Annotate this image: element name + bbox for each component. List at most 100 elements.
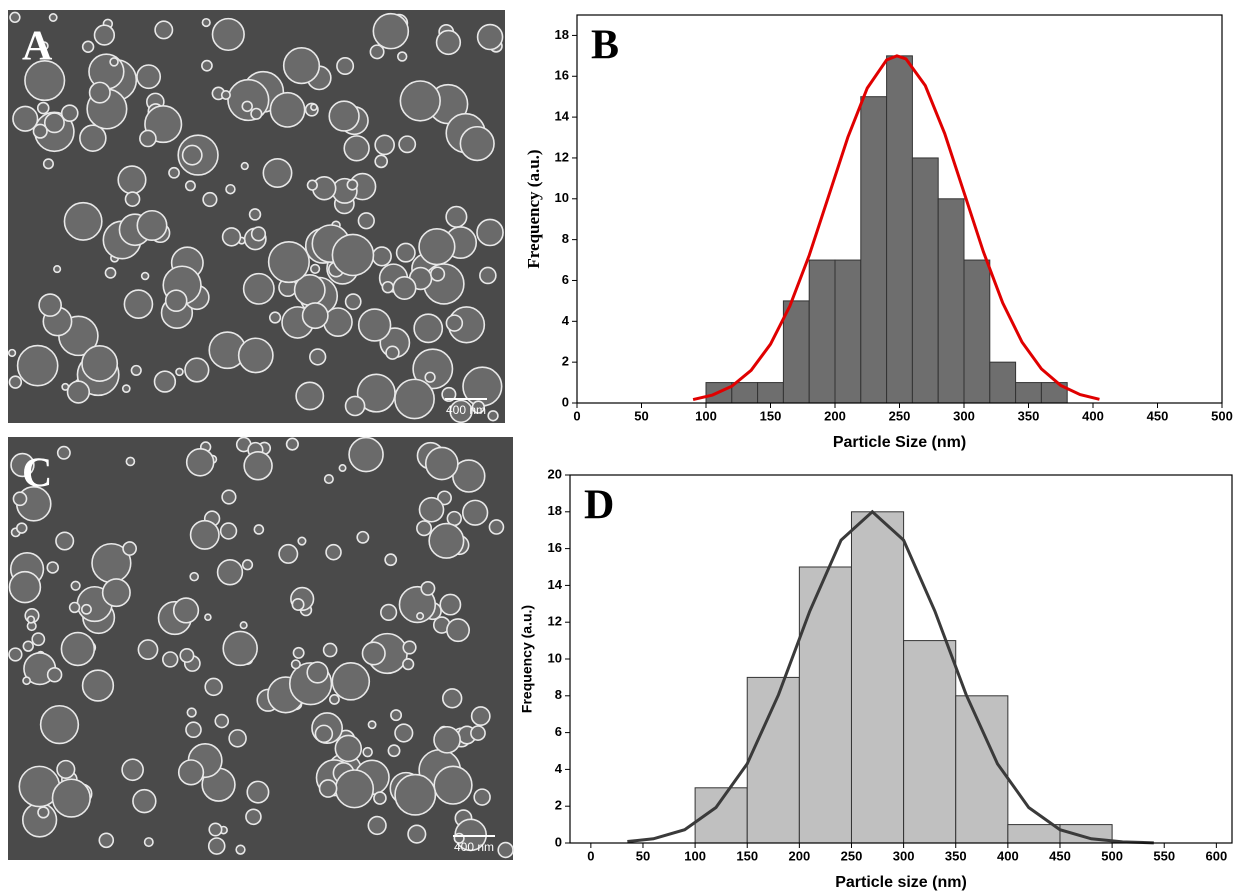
particle — [219, 522, 238, 540]
particle — [416, 520, 433, 537]
particle — [241, 559, 254, 571]
particle — [56, 759, 76, 779]
particle — [459, 125, 495, 162]
x-tick-label: 150 — [736, 848, 758, 863]
particle — [245, 808, 262, 826]
particle — [48, 13, 58, 22]
y-tick-label: 0 — [555, 834, 562, 849]
y-axis-title: Frequency (a.u.) — [524, 149, 543, 268]
particle — [10, 452, 35, 478]
particle — [418, 496, 445, 523]
particle — [334, 769, 375, 809]
particle — [43, 112, 65, 134]
particle — [323, 473, 334, 485]
particle — [46, 666, 63, 683]
particle — [204, 677, 223, 697]
x-tick-label: 250 — [889, 408, 911, 423]
particle — [136, 209, 168, 241]
particle — [175, 367, 184, 377]
y-tick-label: 12 — [555, 149, 569, 164]
bar — [808, 259, 836, 404]
particle — [435, 29, 462, 56]
particle — [446, 618, 471, 643]
particle — [189, 519, 220, 550]
particle — [16, 344, 59, 387]
x-tick-label: 50 — [634, 408, 648, 423]
particle — [22, 676, 32, 686]
particle — [318, 779, 338, 798]
x-tick-label: 500 — [1101, 848, 1123, 863]
x-tick-label: 400 — [1082, 408, 1104, 423]
bar — [886, 55, 913, 404]
x-tick-label: 100 — [695, 408, 717, 423]
particle — [488, 519, 505, 535]
particle — [346, 178, 359, 191]
particle — [269, 91, 306, 128]
particle — [250, 107, 263, 120]
y-tick-label: 18 — [548, 503, 562, 518]
particle — [186, 707, 197, 718]
x-tick-label: 500 — [1211, 408, 1233, 423]
particle — [79, 124, 107, 152]
particle — [81, 345, 119, 382]
y-tick-label: 18 — [555, 27, 569, 42]
bar — [850, 511, 905, 844]
x-tick-label: 50 — [636, 848, 650, 863]
particle — [211, 17, 245, 52]
particle — [181, 144, 203, 166]
particle — [243, 451, 273, 481]
particle — [301, 302, 329, 330]
particle — [51, 778, 91, 818]
particle — [221, 489, 237, 505]
x-tick-label: 0 — [573, 408, 580, 423]
particle — [68, 601, 81, 614]
particle — [227, 78, 270, 122]
y-tick-label: 16 — [548, 540, 562, 555]
particle — [225, 183, 236, 195]
particle — [322, 642, 338, 658]
particle — [374, 154, 389, 169]
particle — [357, 212, 375, 230]
particle — [139, 129, 157, 148]
bar — [1007, 824, 1061, 844]
particle — [172, 597, 200, 624]
particle — [309, 348, 327, 366]
particle — [214, 713, 230, 729]
bar — [834, 259, 862, 404]
x-axis-title: Particle Size (nm) — [833, 434, 966, 451]
particle — [184, 357, 210, 383]
particle — [385, 345, 400, 360]
particle — [117, 165, 147, 195]
particle — [202, 191, 218, 208]
particle — [479, 266, 497, 285]
particle — [56, 445, 71, 460]
particle — [373, 791, 387, 805]
particle — [207, 837, 226, 855]
particle — [292, 646, 305, 659]
bar — [989, 361, 1017, 404]
particle — [413, 313, 444, 344]
particle — [38, 293, 62, 317]
particle — [248, 208, 262, 221]
particle — [184, 180, 196, 192]
particle — [242, 272, 275, 305]
particle — [250, 226, 267, 242]
particle — [208, 822, 223, 837]
particle — [325, 543, 342, 561]
x-tick-label: 550 — [1153, 848, 1175, 863]
particle — [278, 543, 299, 564]
y-tick-label: 16 — [555, 68, 569, 83]
particle — [310, 103, 318, 111]
bar — [782, 300, 810, 404]
panel-label: A — [22, 24, 53, 70]
particle — [123, 289, 154, 319]
particle — [441, 688, 463, 709]
particle — [8, 375, 23, 389]
particle — [445, 205, 468, 228]
scale-bar-label: 400 nm — [454, 840, 494, 854]
particle — [367, 720, 377, 730]
x-tick-label: 300 — [893, 848, 915, 863]
particle — [267, 240, 310, 284]
particle — [220, 89, 231, 101]
